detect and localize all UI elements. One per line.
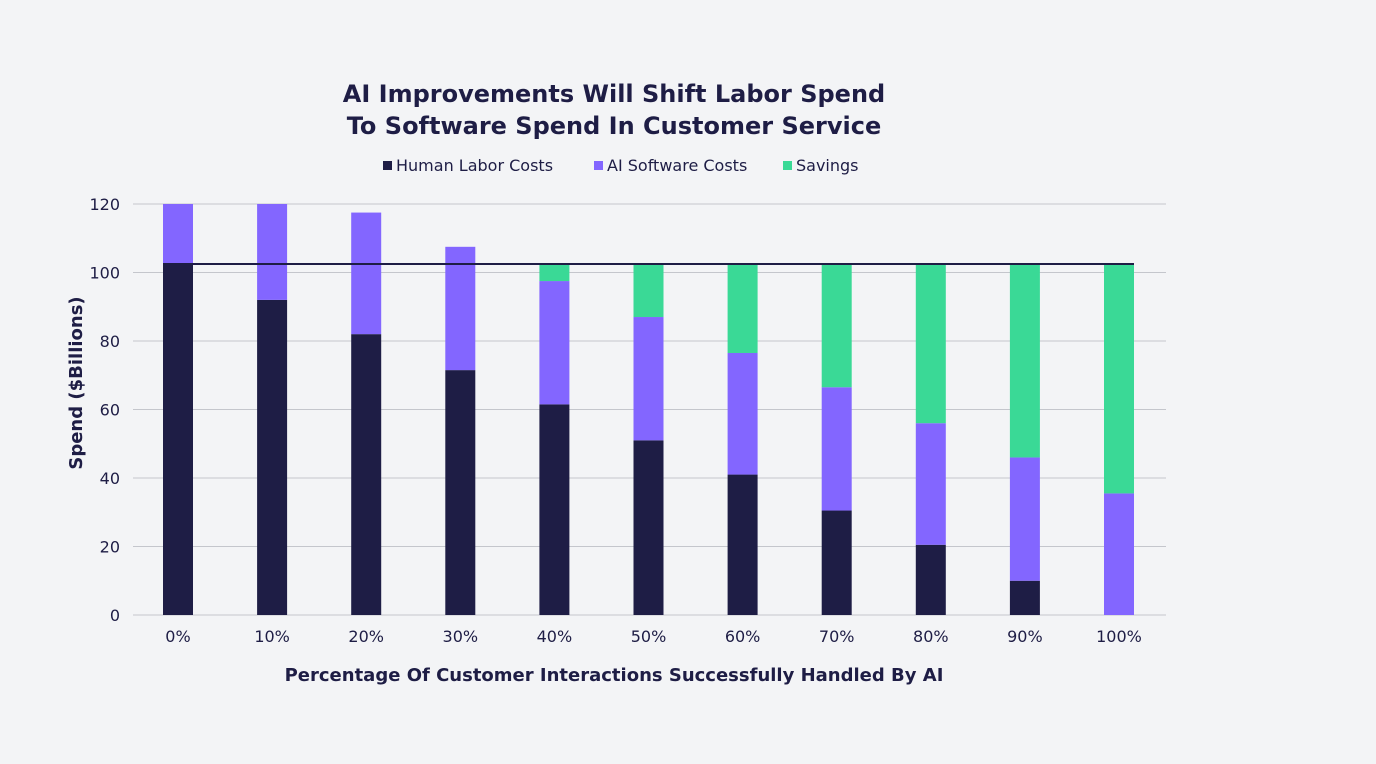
bar-segment-ai-software-costs xyxy=(351,212,382,335)
x-tick-label: 10% xyxy=(254,627,290,646)
y-tick-label: 0 xyxy=(110,606,120,625)
x-tick-label: 70% xyxy=(819,627,855,646)
bar-segment-savings xyxy=(1009,263,1040,458)
bar-segment-savings xyxy=(727,263,758,353)
chart-title-line-2: To Software Spend In Customer Service xyxy=(347,112,881,140)
bar-segment-savings xyxy=(539,263,570,282)
y-tick-label: 40 xyxy=(100,469,120,488)
x-tick-label: 20% xyxy=(348,627,384,646)
x-tick-label: 40% xyxy=(537,627,573,646)
bar-segment-human-labor-costs xyxy=(351,334,382,615)
y-tick-label: 60 xyxy=(100,401,120,420)
bar-segment-ai-software-costs xyxy=(915,423,946,545)
x-tick-label: 80% xyxy=(913,627,949,646)
bar-segment-ai-software-costs xyxy=(257,204,288,300)
y-axis-ticks: 0 20 40 60 80 100 120 xyxy=(89,195,120,625)
y-tick-label: 80 xyxy=(100,332,120,351)
y-tick-label: 20 xyxy=(100,538,120,557)
bar-segment-savings xyxy=(633,263,664,318)
bar-segment-ai-software-costs xyxy=(1104,493,1134,615)
x-tick-label: 0% xyxy=(165,627,190,646)
bar-segment-ai-software-costs xyxy=(539,281,570,405)
bar-segment-ai-software-costs xyxy=(1009,457,1040,581)
x-tick-label: 90% xyxy=(1007,627,1043,646)
bar-segment-human-labor-costs xyxy=(633,440,664,615)
bar-segment-savings xyxy=(821,263,852,388)
x-tick-label: 50% xyxy=(631,627,667,646)
bar-segment-human-labor-costs xyxy=(539,404,570,615)
legend-swatch-human-labor xyxy=(383,161,392,170)
bar-segment-human-labor-costs xyxy=(163,263,193,615)
legend-label-savings: Savings xyxy=(796,156,859,175)
bar-segment-human-labor-costs xyxy=(445,370,476,615)
bar-segment-human-labor-costs xyxy=(257,299,288,615)
bars xyxy=(163,204,1134,615)
x-tick-label: 30% xyxy=(443,627,479,646)
bar-segment-ai-software-costs xyxy=(633,317,664,441)
bar-segment-ai-software-costs xyxy=(821,387,852,511)
bar-segment-human-labor-costs xyxy=(821,510,852,615)
legend-label-ai-software: AI Software Costs xyxy=(607,156,747,175)
bar-segment-human-labor-costs xyxy=(727,474,758,615)
y-tick-label: 120 xyxy=(89,195,120,214)
bar-segment-savings xyxy=(1104,263,1134,494)
x-axis-ticks: 0% 10% 20% 30% 40% 50% 60% 70% 80% 90% 100% xyxy=(165,627,1142,646)
chart-title: AI Improvements Will Shift Labor Spend T… xyxy=(343,80,885,140)
bar-segment-ai-software-costs xyxy=(163,204,193,264)
x-tick-label: 60% xyxy=(725,627,761,646)
legend-swatch-savings xyxy=(783,161,792,170)
legend-label-human-labor: Human Labor Costs xyxy=(396,156,553,175)
chart-title-line-1: AI Improvements Will Shift Labor Spend xyxy=(343,80,885,108)
x-axis-label: Percentage Of Customer Interactions Succ… xyxy=(285,665,944,686)
legend-swatch-ai-software xyxy=(594,161,603,170)
bar-segment-savings xyxy=(915,263,946,424)
y-tick-label: 100 xyxy=(89,264,120,283)
y-axis-label: Spend ($Billions) xyxy=(66,296,87,469)
bar-segment-ai-software-costs xyxy=(727,352,758,475)
x-tick-label: 100% xyxy=(1096,627,1142,646)
legend: Human Labor Costs AI Software Costs Savi… xyxy=(383,156,859,175)
bar-segment-human-labor-costs xyxy=(915,544,946,615)
bar-segment-ai-software-costs xyxy=(445,246,476,371)
bar-segment-human-labor-costs xyxy=(1009,580,1040,615)
